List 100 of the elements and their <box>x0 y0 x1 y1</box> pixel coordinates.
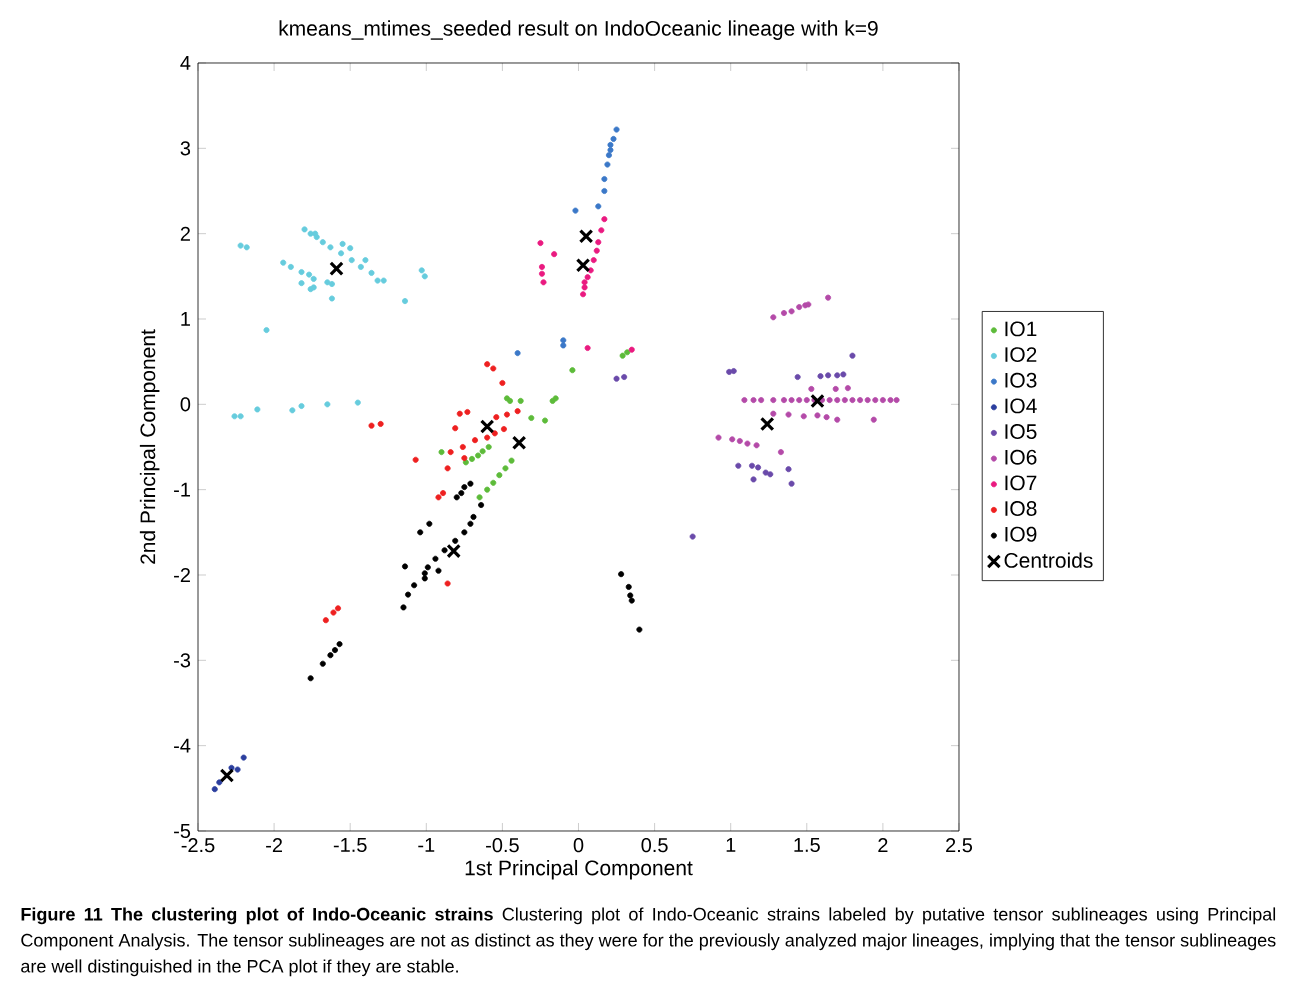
point <box>472 437 478 444</box>
point <box>796 304 803 311</box>
point <box>537 240 544 247</box>
x-tick-label: -0.5 <box>486 838 519 853</box>
point <box>456 410 463 417</box>
point <box>758 397 765 404</box>
point <box>328 295 335 302</box>
point <box>418 267 425 274</box>
point <box>435 494 442 501</box>
point <box>538 270 545 277</box>
point <box>628 346 635 353</box>
legend-label: IO7 <box>1005 475 1037 491</box>
y-tick-label: -2 <box>174 568 190 582</box>
point <box>446 543 461 559</box>
point <box>613 375 620 382</box>
point <box>770 410 777 417</box>
point <box>601 216 608 223</box>
legend-label: IO2 <box>1005 347 1037 362</box>
point <box>753 442 760 449</box>
point <box>578 228 594 244</box>
point <box>329 261 344 276</box>
point <box>517 397 524 404</box>
point <box>402 563 408 570</box>
point <box>479 448 486 455</box>
legend-label: IO9 <box>1005 526 1037 542</box>
point <box>400 604 407 611</box>
point <box>808 385 815 392</box>
point <box>834 372 841 379</box>
x-tick-label: 1 <box>726 838 736 852</box>
point <box>767 471 774 478</box>
point <box>493 414 500 421</box>
point <box>484 361 491 368</box>
point <box>231 413 238 420</box>
point <box>479 419 495 434</box>
y-tick-label: 0 <box>180 397 191 412</box>
point <box>470 513 477 520</box>
point <box>619 352 626 359</box>
point <box>412 456 419 463</box>
point <box>458 490 465 497</box>
point <box>461 484 468 491</box>
point <box>580 291 587 298</box>
point <box>289 407 296 414</box>
point <box>598 227 605 234</box>
point <box>849 352 856 359</box>
chart-title: kmeans_mtimes_seeded result on IndoOceanic lineage with k=9 <box>279 20 878 40</box>
point <box>380 277 387 284</box>
point <box>211 786 218 793</box>
point <box>741 397 748 404</box>
point <box>421 575 428 582</box>
point <box>421 273 428 280</box>
point <box>368 422 375 429</box>
point <box>735 462 742 469</box>
point <box>240 754 247 761</box>
point <box>216 779 223 786</box>
point <box>435 567 442 574</box>
point <box>572 207 579 214</box>
y-axis-title: 2nd Principal Component <box>139 329 160 564</box>
point <box>750 397 757 404</box>
point <box>560 337 567 344</box>
legend-label: IO5 <box>1005 424 1037 439</box>
point <box>715 434 722 441</box>
point <box>368 269 375 276</box>
point <box>263 327 270 334</box>
point <box>788 397 795 404</box>
x-tick-label: 2 <box>878 838 888 853</box>
point <box>298 269 305 276</box>
legend-label: IO1 <box>1005 321 1037 337</box>
point <box>595 203 602 210</box>
point <box>744 440 751 447</box>
point <box>502 465 509 472</box>
y-tick-label: 1 <box>181 312 190 326</box>
y-tick-label: 2 <box>180 226 190 241</box>
point <box>335 605 342 612</box>
point <box>347 245 354 252</box>
point <box>749 462 755 469</box>
x-tick-label: 2.5 <box>946 838 973 853</box>
point <box>628 597 635 604</box>
point <box>584 345 591 352</box>
point <box>484 486 491 493</box>
legend-label: IO3 <box>1005 372 1037 388</box>
legend-label: IO6 <box>1005 449 1037 465</box>
point <box>788 480 795 487</box>
point <box>528 414 535 421</box>
point <box>338 250 345 257</box>
point <box>823 414 830 421</box>
point <box>755 464 762 471</box>
point <box>464 409 471 415</box>
point <box>581 279 588 286</box>
point <box>327 244 334 251</box>
point <box>467 520 474 527</box>
point <box>237 413 244 420</box>
point <box>689 533 696 540</box>
point <box>319 239 326 246</box>
point <box>864 397 871 404</box>
point <box>478 502 485 509</box>
x-tick-label: -2 <box>266 838 282 853</box>
point <box>444 465 451 472</box>
point <box>870 416 877 423</box>
point <box>327 652 334 659</box>
point <box>780 397 787 404</box>
